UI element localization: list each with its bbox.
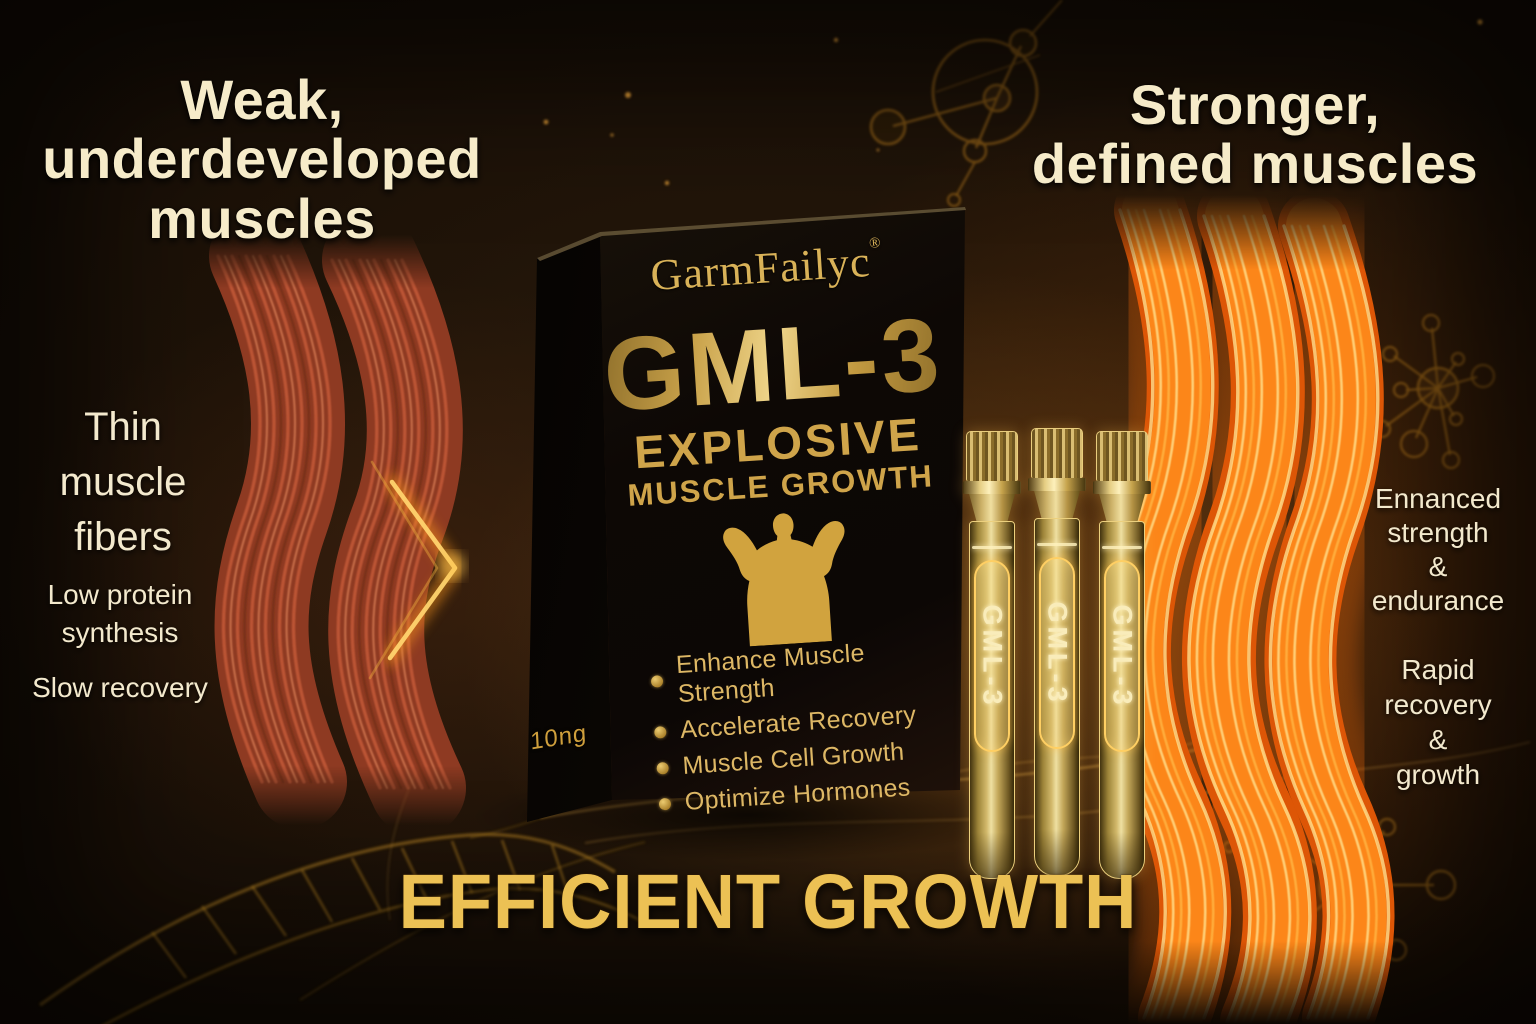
vial-neck (1034, 491, 1080, 518)
bullet-dot-icon (656, 761, 670, 775)
benefit-list: Enhance Muscle Strength Accelerate Recov… (649, 633, 972, 826)
vial-label: GML-3 (1039, 557, 1075, 749)
right-caption-recovery: Rapid recovery & growth (1384, 654, 1492, 790)
registered-trademark-mark: ® (868, 235, 883, 252)
vial-cap (966, 431, 1018, 481)
product-vial: GML-3 (962, 431, 1022, 879)
flexing-bodybuilder-icon (723, 513, 845, 647)
vial-cap-flange (963, 481, 1021, 494)
right-caption-strength: Ennanced strength & endurance (1371, 483, 1505, 617)
vial-cap-flange (1093, 481, 1151, 494)
headline-weak-muscles: Weak, underdeveloped muscles (42, 68, 482, 250)
vial-cap-flange (1028, 478, 1086, 491)
left-caption-thin-fibers: Thin muscle fibers (59, 405, 187, 560)
vial-neck (969, 494, 1015, 521)
left-caption-protein: Low protein synthesis (47, 579, 193, 648)
brand-name: GarmFailyc® (648, 235, 883, 300)
molecule-icon (869, 0, 1063, 207)
vial-label: GML-3 (1104, 560, 1140, 752)
vial-body: GML-3 (969, 521, 1015, 879)
box-side-face (527, 232, 612, 822)
bullet-dot-icon (658, 797, 672, 811)
box-front-face (600, 207, 965, 800)
footer-headline: EFFICIENT GROWTH (398, 859, 1138, 945)
box-front-content: GarmFailyc® GML-3 EXPLOSIVE MUSCLE GROWT… (588, 209, 976, 816)
vial-neck (1099, 494, 1145, 521)
vial-cap (1031, 428, 1083, 478)
bullet-dot-icon (650, 675, 664, 688)
vial-cap (1096, 431, 1148, 481)
headline-strong-muscles: Stronger, defined muscles (1031, 73, 1479, 196)
product-box: GarmFailyc® GML-3 EXPLOSIVE MUSCLE GROWT… (520, 198, 972, 830)
benefit-item: Enhance Muscle Strength (649, 633, 964, 711)
left-caption-recovery: Slow recovery (32, 672, 208, 703)
vial-body: GML-3 (1034, 518, 1080, 876)
bullet-dot-icon (653, 725, 667, 739)
product-vial: GML-3 (1092, 431, 1152, 879)
vial-body: GML-3 (1099, 521, 1145, 879)
product-vial: GML-3 (1027, 428, 1087, 876)
vial-label: GML-3 (974, 560, 1010, 752)
